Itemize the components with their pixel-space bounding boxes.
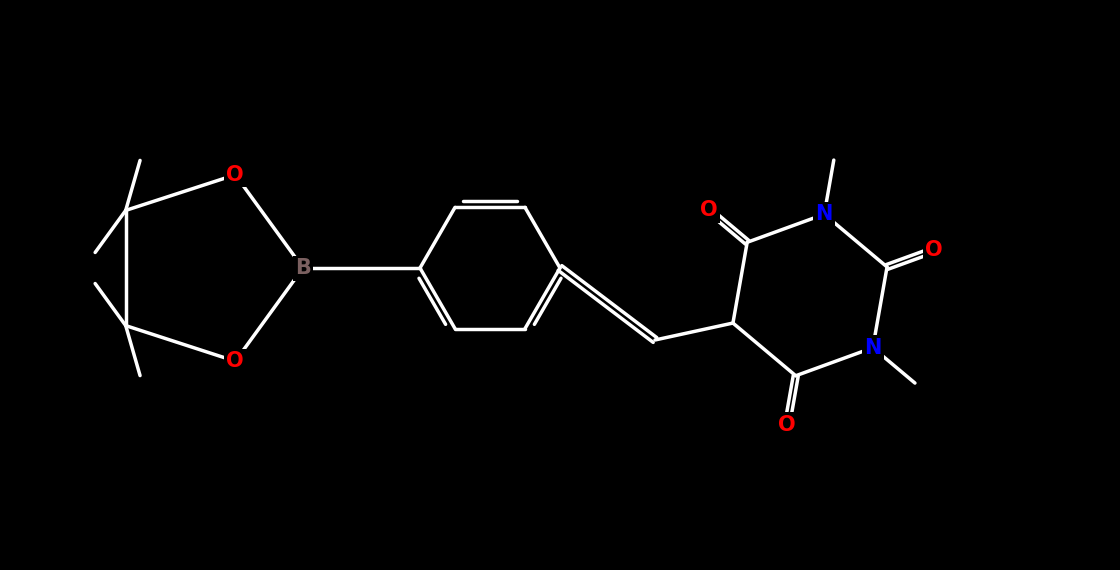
Text: O: O [925,240,943,260]
Text: O: O [700,200,718,220]
Text: N: N [865,337,881,358]
Text: O: O [226,351,244,371]
Text: B: B [295,258,311,278]
Text: N: N [815,204,833,224]
Text: O: O [226,165,244,185]
Text: O: O [778,415,796,435]
